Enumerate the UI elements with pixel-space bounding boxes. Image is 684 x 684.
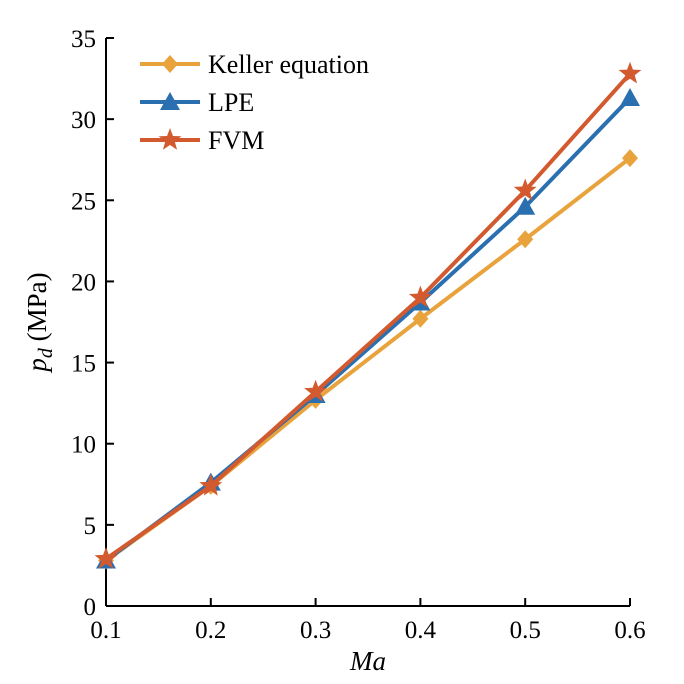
legend-item: Keller equation: [140, 50, 369, 79]
y-tick-label: 10: [71, 432, 96, 459]
data-point-star: [408, 285, 432, 308]
x-tick-label: 0.2: [195, 617, 226, 644]
series-lpe: [96, 88, 640, 569]
x-tick-label: 0.1: [90, 617, 121, 644]
data-point-triangle: [620, 88, 640, 107]
y-tick-label: 5: [84, 513, 97, 540]
x-axis-title: Ma: [349, 646, 386, 676]
data-point-star: [304, 379, 328, 402]
legend-marker-triangle: [160, 92, 180, 110]
y-tick-label: 0: [84, 594, 97, 621]
x-tick-label: 0.3: [300, 617, 331, 644]
y-tick-label: 35: [71, 26, 96, 53]
legend-label: FVM: [208, 126, 264, 155]
series-layer: [94, 61, 642, 570]
data-point-triangle: [515, 196, 536, 215]
data-point-star: [94, 546, 118, 569]
y-axis-title-sub: d: [35, 347, 57, 358]
y-tick-label: 20: [71, 269, 96, 296]
data-point-star: [513, 178, 537, 201]
legend: Keller equation LPE FVM: [140, 50, 369, 155]
legend-marker-star: [158, 128, 182, 150]
x-tick-label: 0.5: [510, 617, 541, 644]
y-axis-title: pd (MPa): [22, 272, 57, 373]
data-point-diamond: [622, 149, 638, 168]
y-tick-label: 30: [71, 107, 96, 134]
y-tick-label: 15: [71, 351, 96, 378]
data-point-diamond: [517, 230, 534, 249]
y-ticks: 0 5 10 15 20 25 30 35: [71, 26, 114, 621]
series-line: [104, 96, 632, 563]
x-tick-label: 0.6: [614, 617, 645, 644]
legend-label: Keller equation: [208, 50, 369, 79]
y-axis-title-unit: (MPa): [22, 272, 52, 348]
x-tick-label: 0.4: [405, 617, 437, 644]
axes: [105, 38, 630, 607]
series-line: [104, 72, 632, 561]
legend-label: LPE: [208, 88, 254, 117]
data-point-diamond: [412, 309, 429, 328]
x-ticks: 0.1 0.2 0.3 0.4 0.5 0.6: [90, 598, 646, 644]
data-point-star: [199, 473, 223, 496]
legend-marker-diamond: [162, 55, 178, 73]
legend-item: FVM: [140, 126, 264, 155]
y-axis-title-main: p: [22, 358, 52, 374]
series-fvm: [94, 61, 642, 569]
data-point-star: [618, 61, 642, 84]
legend-item: LPE: [140, 88, 254, 117]
y-tick-label: 25: [71, 188, 96, 215]
